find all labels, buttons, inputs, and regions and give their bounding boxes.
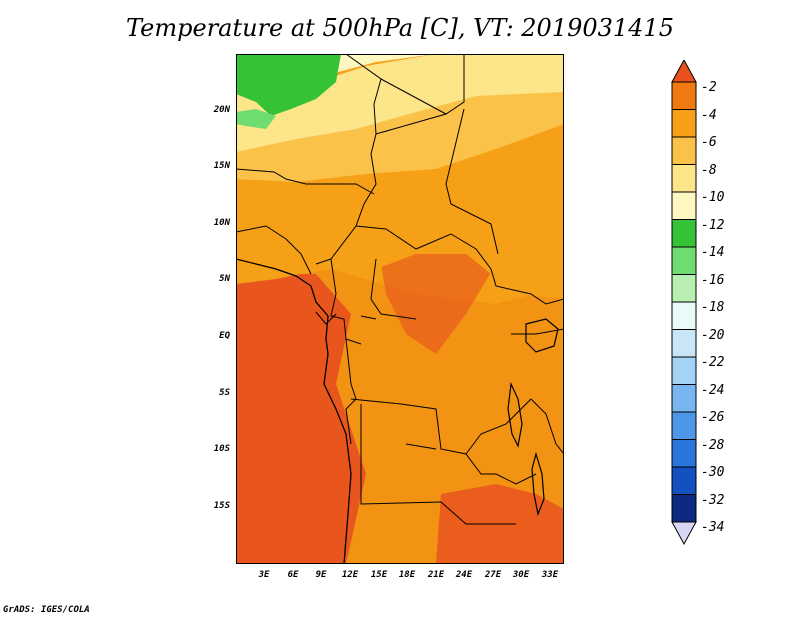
band-minus14 [236, 54, 341, 116]
legend-box [671, 274, 697, 303]
lon-label-27e: 27E [484, 570, 502, 580]
coastline [236, 258, 352, 564]
band-warm-core [236, 274, 366, 564]
band-minus10 [236, 54, 564, 152]
legend-box [671, 191, 697, 220]
legend-label: -22 [701, 355, 725, 370]
legend-label: -18 [701, 300, 725, 315]
legend-box [671, 411, 697, 440]
legend-label: -4 [701, 108, 717, 123]
legend-box [671, 439, 697, 468]
temperature-map [236, 54, 564, 564]
lat-label-5n: 5N [219, 274, 230, 284]
legend-label: -30 [701, 465, 725, 480]
lon-label-3e: 3E [258, 570, 270, 580]
lon-label-30e: 30E [512, 570, 530, 580]
map-frame [236, 54, 564, 564]
lon-label-12e: 12E [341, 570, 359, 580]
country-borders [236, 54, 564, 564]
band-minus16 [236, 109, 276, 129]
lon-label-24e: 24E [455, 570, 473, 580]
lon-label-33e: 33E [541, 570, 559, 580]
legend-label: -6 [701, 135, 717, 150]
band-minus8 [236, 89, 564, 182]
legend-label: -16 [701, 273, 725, 288]
legend-label: -26 [701, 410, 725, 425]
legend-label: -32 [701, 493, 725, 508]
legend-box [671, 329, 697, 358]
legend-box [671, 81, 697, 110]
lat-label-5s: 5S [219, 388, 230, 398]
legend-box [671, 219, 697, 248]
legend-label: -24 [701, 383, 725, 398]
lake-victoria [525, 318, 559, 353]
band-mid [236, 119, 564, 299]
lat-label-10n: 10N [213, 218, 230, 228]
grads-credit: GrADS: IGES/COLA [3, 605, 90, 615]
lat-label-eq: EQ [219, 331, 230, 341]
lon-label-15e: 15E [370, 570, 388, 580]
legend-label: -34 [701, 520, 725, 535]
legend-box [671, 246, 697, 275]
legend-label: -10 [701, 190, 725, 205]
legend-box [671, 301, 697, 330]
legend-boxes [671, 60, 697, 546]
lon-label-6e: 6E [287, 570, 299, 580]
legend-label: -2 [701, 80, 717, 95]
legend-box [671, 494, 697, 523]
legend-box [671, 109, 697, 138]
legend-arrow-bottom [671, 521, 697, 546]
legend-box [671, 136, 697, 165]
lon-label-9e: 9E [315, 570, 327, 580]
legend-label: -14 [701, 245, 725, 260]
legend-box [671, 356, 697, 385]
lake-malawi [531, 451, 545, 517]
legend-box [671, 164, 697, 193]
legend-box [671, 466, 697, 495]
legend-arrow-top [671, 60, 697, 83]
legend-label: -8 [701, 163, 717, 178]
lon-label-18e: 18E [398, 570, 416, 580]
lake-tanganyika [507, 381, 523, 448]
legend-label: -12 [701, 218, 725, 233]
lat-label-10s: 10S [213, 444, 230, 454]
legend-label: -28 [701, 438, 725, 453]
lat-label-15s: 15S [213, 501, 230, 511]
lat-label-20n: 20N [213, 105, 230, 115]
legend-box [671, 384, 697, 413]
lon-label-21e: 21E [427, 570, 445, 580]
legend-label: -20 [701, 328, 725, 343]
lat-label-15n: 15N [213, 161, 230, 171]
color-legend [671, 60, 697, 546]
map-title: Temperature at 500hPa [C], VT: 201903141… [126, 14, 674, 42]
